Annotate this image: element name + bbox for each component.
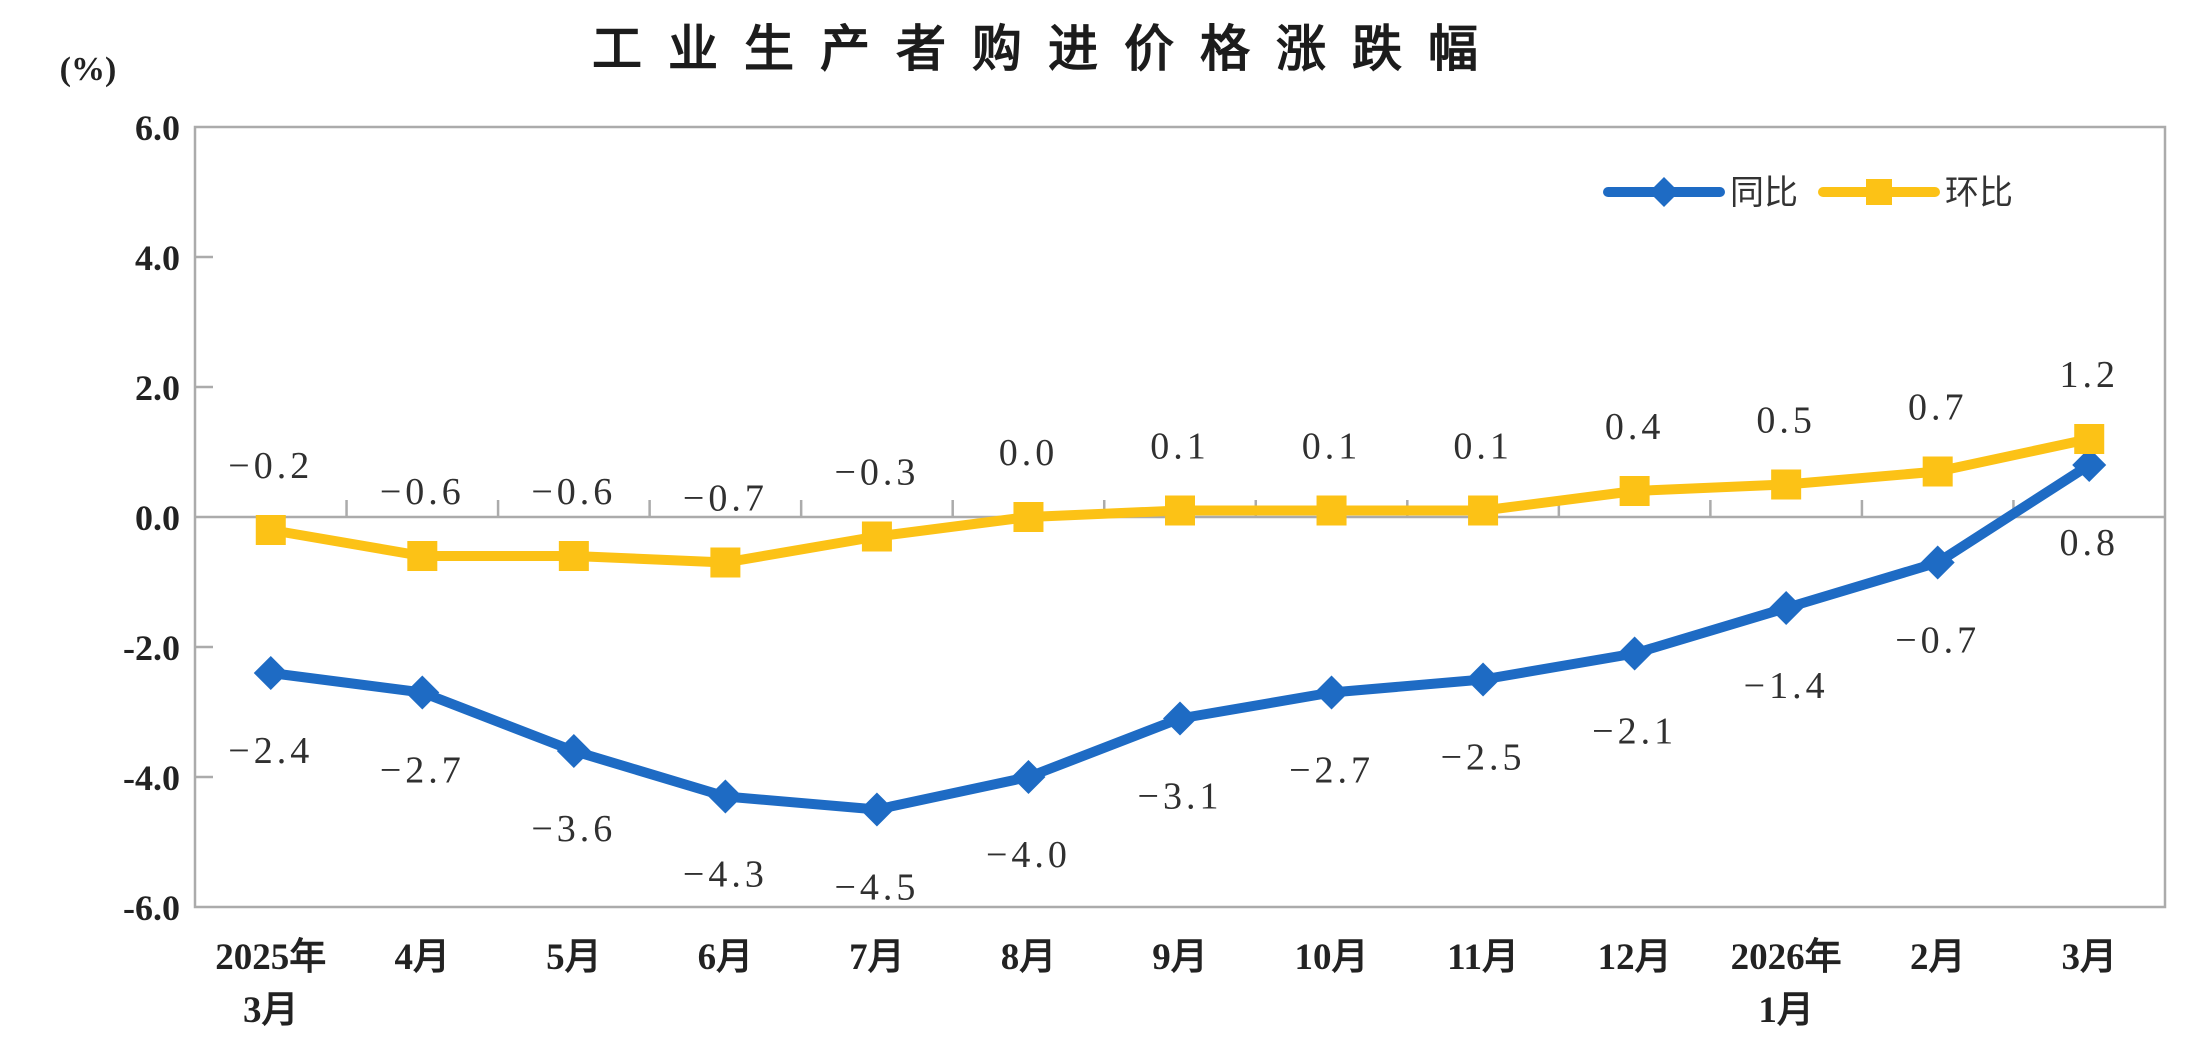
mom-marker-square bbox=[2074, 424, 2105, 454]
x-tick-label: 7月 bbox=[849, 937, 905, 978]
mom-marker-square bbox=[1468, 495, 1499, 526]
yoy-marker-diamond bbox=[1314, 675, 1349, 710]
data-label: −2.7 bbox=[380, 750, 465, 792]
data-label: −4.0 bbox=[986, 834, 1071, 876]
mom-marker-square bbox=[1771, 469, 1802, 500]
data-label: −0.7 bbox=[1895, 620, 1980, 662]
x-tick-label: 2025年 bbox=[215, 936, 326, 978]
data-label: −3.6 bbox=[531, 808, 616, 850]
mom-marker-square bbox=[1165, 495, 1195, 526]
yoy-marker-diamond bbox=[556, 734, 591, 768]
data-label: −2.1 bbox=[1592, 711, 1677, 753]
y-tick-label: 6.0 bbox=[135, 108, 180, 148]
data-label: −0.7 bbox=[683, 478, 768, 520]
data-label: −0.3 bbox=[834, 452, 919, 494]
data-label: −3.1 bbox=[1138, 776, 1223, 818]
x-tick-label: 2月 bbox=[1910, 937, 1966, 978]
legend-diamond-marker-icon bbox=[1649, 177, 1679, 207]
x-tick-label: 2026年 bbox=[1731, 936, 1842, 978]
data-label: 1.2 bbox=[2059, 354, 2119, 396]
x-tick-label: 5月 bbox=[546, 937, 602, 978]
data-label: −2.4 bbox=[228, 730, 313, 772]
yoy-marker-diamond bbox=[859, 792, 894, 827]
yoy-marker-diamond bbox=[1920, 545, 1955, 580]
data-label: 0.5 bbox=[1756, 400, 1816, 442]
yoy-marker-diamond bbox=[708, 779, 743, 814]
y-tick-label: -6.0 bbox=[123, 888, 180, 928]
data-label: 0.8 bbox=[2059, 522, 2119, 564]
x-tick-label: 1月 bbox=[1758, 990, 1814, 1031]
yoy-marker-diamond bbox=[1011, 760, 1046, 794]
x-tick-label: 3月 bbox=[2061, 937, 2117, 978]
x-tick-label: 6月 bbox=[698, 937, 754, 978]
legend-label: 环比 bbox=[1945, 173, 2013, 213]
mom-marker-square bbox=[1619, 476, 1650, 506]
mom-marker-square bbox=[558, 541, 589, 571]
mom-marker-square bbox=[710, 547, 741, 578]
x-tick-label: 11月 bbox=[1447, 937, 1519, 978]
x-tick-label: 10月 bbox=[1295, 937, 1369, 978]
data-label: −2.5 bbox=[1441, 737, 1526, 779]
legend-square-marker-icon bbox=[1866, 179, 1892, 205]
yoy-marker-diamond bbox=[1466, 662, 1501, 697]
y-axis-unit-label: (%) bbox=[60, 51, 117, 88]
data-label: −2.7 bbox=[1289, 750, 1374, 792]
y-tick-label: 4.0 bbox=[135, 238, 180, 278]
mom-marker-square bbox=[255, 515, 286, 545]
y-tick-label: -4.0 bbox=[123, 758, 180, 798]
data-label: 0.0 bbox=[999, 432, 1059, 474]
y-tick-label: 2.0 bbox=[135, 368, 180, 408]
data-label: −0.6 bbox=[531, 471, 616, 513]
y-tick-label: -2.0 bbox=[123, 628, 180, 668]
data-label: −0.2 bbox=[228, 445, 313, 487]
data-label: −4.5 bbox=[834, 867, 919, 909]
data-label: −4.3 bbox=[683, 854, 768, 896]
mom-marker-square bbox=[1922, 456, 1953, 487]
data-label: 0.7 bbox=[1908, 387, 1968, 429]
x-tick-label: 12月 bbox=[1598, 937, 1672, 978]
data-label: 0.1 bbox=[1150, 426, 1210, 468]
x-tick-label: 9月 bbox=[1152, 937, 1208, 978]
mom-marker-square bbox=[861, 521, 892, 552]
data-label: 0.4 bbox=[1605, 406, 1665, 448]
x-tick-label: 8月 bbox=[1001, 937, 1057, 978]
yoy-marker-diamond bbox=[1769, 591, 1804, 625]
mom-marker-square bbox=[407, 541, 438, 571]
x-tick-label: 4月 bbox=[395, 937, 451, 978]
mom-marker-square bbox=[1316, 495, 1347, 526]
data-label: −1.4 bbox=[1744, 665, 1829, 707]
yoy-marker-diamond bbox=[1163, 701, 1197, 736]
legend-label: 同比 bbox=[1730, 173, 1798, 213]
plot-area: 6.0 4.0 2.0 0.0 -2.0 -4.0 -6.0 2025年 3月 4月 5月 6月 7月 8… bbox=[123, 108, 2167, 1031]
yoy-marker-diamond bbox=[405, 675, 440, 710]
y-tick-label: 0.0 bbox=[135, 498, 180, 538]
data-label: −0.6 bbox=[380, 471, 465, 513]
data-label: 0.1 bbox=[1453, 426, 1513, 468]
mom-marker-square bbox=[1013, 502, 1044, 532]
yoy-marker-diamond bbox=[1617, 636, 1652, 671]
x-tick-label: 3月 bbox=[243, 990, 299, 1031]
data-label: 0.1 bbox=[1302, 426, 1362, 468]
chart-title: 工业生产者购进价格涨跌幅 bbox=[592, 20, 1504, 78]
yoy-marker-diamond bbox=[253, 656, 288, 690]
yoy-marker-diamond bbox=[2072, 448, 2107, 482]
